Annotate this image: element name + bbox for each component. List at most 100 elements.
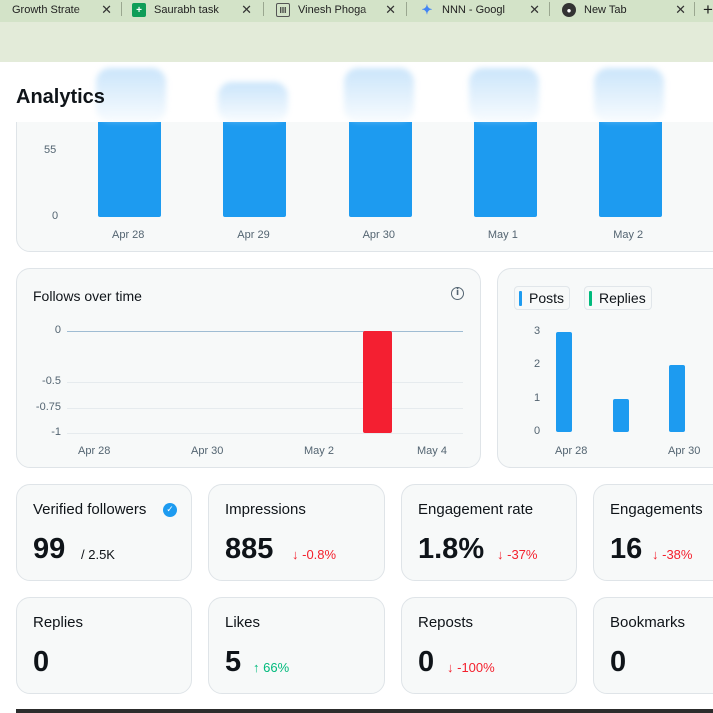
metric-label: Likes	[225, 614, 261, 631]
metric-value: 99	[33, 533, 66, 565]
close-tab-icon[interactable]: ✕	[385, 2, 396, 17]
metric-card-likes[interactable]: Likes 5 ↑ 66%	[208, 597, 385, 694]
browser-tab-growth-strategy[interactable]: Growth Strate ✕	[0, 0, 112, 20]
x-tick-label: Apr 28	[112, 229, 145, 241]
y-tick-label: 3	[534, 324, 541, 337]
metric-card-bookmarks[interactable]: Bookmarks 0	[593, 597, 713, 694]
y-tick-label: -1	[51, 426, 61, 438]
x-tick-label: Apr 30	[191, 445, 224, 457]
close-tab-icon[interactable]: ✕	[675, 2, 686, 17]
y-tick-label: -0.75	[35, 400, 61, 413]
metric-value: 16	[610, 533, 643, 565]
y-tick-label: 55	[44, 144, 57, 156]
legend-label: Replies	[599, 290, 646, 306]
x-tick-label: Apr 30	[668, 445, 701, 457]
blurred-bar-top	[96, 68, 166, 122]
tab-title: NNN - Googl	[442, 4, 505, 16]
bottom-edge	[16, 709, 713, 713]
legend-swatch-posts	[519, 290, 522, 306]
follows-over-time-card: Follows over time i 0 -0.5 -0.75 -1 Apr 28 Ap…	[16, 268, 481, 468]
sheets-icon: +	[132, 3, 146, 17]
y-tick-label: 1	[534, 391, 541, 404]
metric-value: 5	[225, 646, 242, 678]
posts-bar	[556, 331, 572, 432]
metric-card-verified-followers[interactable]: Verified followers ✓ 99 / 2.5K	[16, 484, 192, 581]
metric-value: 0	[33, 646, 50, 678]
metric-card-impressions[interactable]: Impressions 885 ↓ -0.8%	[208, 484, 385, 581]
posts-bar	[613, 398, 629, 432]
gemini-icon: ✦	[421, 2, 433, 17]
posts-bar	[669, 365, 685, 432]
metric-label: Engagements	[610, 501, 703, 518]
tab-divider	[406, 2, 407, 16]
x-tick-label: May 4	[417, 445, 447, 457]
tab-title: Vinesh Phoga	[298, 4, 367, 16]
metric-change: ↓ -100%	[447, 660, 495, 675]
x-tick-label: May 2	[304, 445, 334, 457]
metric-value: 1.8%	[418, 533, 485, 565]
gridline	[67, 407, 463, 409]
metric-change: ↓ -37%	[497, 547, 538, 562]
blurred-bar-top	[469, 68, 539, 122]
page-title: Analytics	[16, 86, 105, 108]
tab-title: Growth Strate	[12, 4, 80, 16]
blurred-bar-top	[344, 68, 414, 122]
metric-change: ↑ 66%	[253, 660, 290, 675]
site-icon: III	[276, 3, 290, 17]
follows-chart-title: Follows over time	[33, 288, 142, 304]
gridline	[67, 382, 463, 383]
blurred-bar-top	[218, 82, 288, 122]
metric-change: ↓ -0.8%	[292, 547, 337, 562]
browser-tab-vinesh[interactable]: III Vinesh Phoga ✕	[276, 0, 396, 20]
new-tab-button[interactable]: +	[703, 0, 713, 19]
y-tick-label: 0	[534, 425, 541, 437]
tab-divider	[549, 2, 550, 16]
y-tick-label: 0	[54, 324, 61, 336]
metric-label: Verified followers	[33, 501, 147, 518]
y-tick-label: 2	[534, 358, 541, 370]
impressions-chart-card: 55 0 Apr 28 Apr 29 Apr 30 May 1 May 2	[16, 97, 713, 252]
browser-tab-nnn-google[interactable]: ✦ NNN - Googl ✕	[420, 0, 540, 20]
metric-card-reposts[interactable]: Reposts 0 ↓ -100%	[401, 597, 577, 694]
close-tab-icon[interactable]: ✕	[241, 2, 252, 17]
tab-divider	[263, 2, 264, 16]
browser-tab-strip: Growth Strate ✕ + Saurabh task ✕ III Vin…	[0, 0, 713, 22]
metric-card-engagement-rate[interactable]: Engagement rate 1.8% ↓ -37%	[401, 484, 577, 581]
x-tick-label: May 2	[613, 229, 644, 241]
tab-title: New Tab	[584, 4, 627, 16]
legend-label: Posts	[529, 290, 565, 306]
legend-posts[interactable]: Posts	[514, 286, 571, 310]
legend-swatch-replies	[589, 290, 592, 306]
page-header: Analytics	[0, 68, 713, 122]
browser-toolbar	[0, 22, 713, 62]
metric-label: Bookmarks	[610, 614, 686, 631]
metric-label: Engagement rate	[418, 501, 534, 518]
zero-line	[67, 331, 463, 332]
metric-label: Replies	[33, 614, 84, 631]
close-tab-icon[interactable]: ✕	[101, 2, 112, 17]
x-tick-label: Apr 29	[237, 229, 270, 241]
metric-change: ↓ -38%	[652, 547, 693, 562]
x-tick-label: Apr 28	[78, 445, 111, 457]
metric-total: / 2.5K	[81, 547, 115, 562]
tab-divider	[121, 2, 122, 16]
y-tick-label: -0.5	[42, 375, 61, 387]
metric-card-engagements[interactable]: Engagements 16 ↓ -38%	[593, 484, 713, 581]
x-tick-label: Apr 30	[362, 229, 396, 241]
gridline	[67, 433, 463, 434]
legend-replies[interactable]: Replies	[584, 286, 652, 310]
metric-label: Reposts	[418, 614, 474, 631]
chrome-icon: ●	[562, 3, 576, 17]
blurred-bar-top	[594, 68, 664, 122]
browser-tab-saurabh-task[interactable]: + Saurabh task ✕	[132, 0, 252, 20]
metric-value: 885	[225, 533, 274, 565]
tab-divider	[694, 2, 695, 16]
info-icon[interactable]: i	[451, 287, 464, 300]
metric-value: 0	[418, 646, 435, 678]
browser-tab-new-tab[interactable]: ● New Tab ✕	[562, 0, 686, 20]
tab-title: Saurabh task	[154, 4, 219, 16]
x-tick-label: May 1	[487, 229, 518, 241]
metric-value: 0	[610, 646, 627, 678]
close-tab-icon[interactable]: ✕	[529, 2, 540, 17]
metric-card-replies[interactable]: Replies 0	[16, 597, 192, 694]
